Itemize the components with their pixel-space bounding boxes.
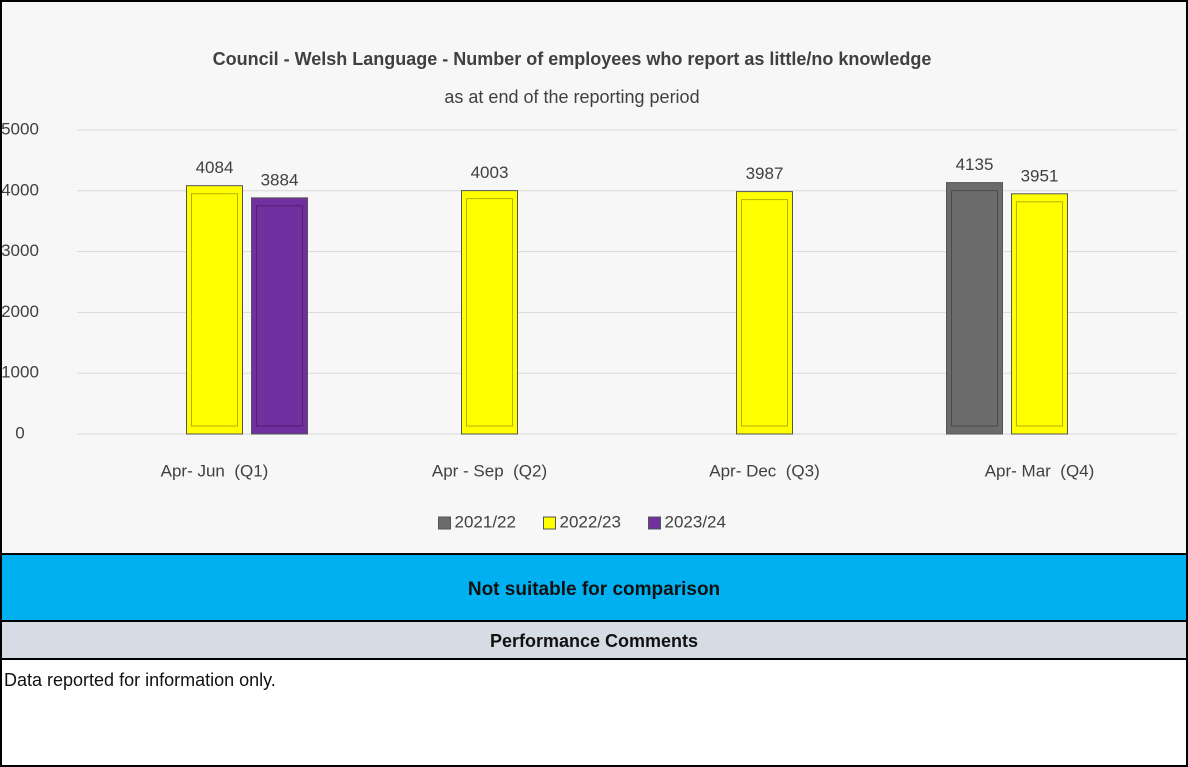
bar-bevel (256, 205, 303, 427)
chart-subtitle: as at end of the reporting period (444, 87, 699, 107)
legend-label: 2022/23 (560, 512, 621, 531)
bar (251, 197, 308, 435)
bar (946, 182, 1003, 435)
chart: Council - Welsh Language - Number of emp… (2, 2, 1186, 553)
data-label: 4003 (471, 163, 509, 182)
bar (1011, 193, 1068, 435)
comments-header: Performance Comments (2, 622, 1186, 660)
bar-bevel (191, 193, 238, 427)
data-label: 4135 (956, 155, 994, 174)
bar (736, 191, 793, 435)
y-tick-label: 5000 (2, 119, 39, 138)
legend-swatch (543, 516, 556, 530)
x-tick-label: Apr- Mar (Q4) (985, 461, 1095, 480)
comment: Data reported for information only. (4, 670, 276, 690)
bar-bevel (741, 199, 788, 427)
data-label: 4084 (196, 158, 234, 177)
chart-title: Council - Welsh Language - Number of emp… (213, 49, 932, 69)
legend-label: 2023/24 (665, 512, 726, 531)
data-label: 3884 (261, 170, 299, 189)
x-tick-label: Apr - Sep (Q2) (432, 461, 547, 480)
bar (186, 185, 243, 435)
bar (461, 190, 518, 435)
y-tick-label: 3000 (2, 241, 39, 260)
bar-bevel (951, 190, 998, 427)
bar-bevel (1016, 201, 1063, 427)
x-tick-label: Apr- Dec (Q3) (709, 461, 820, 480)
data-label: 3951 (1021, 166, 1059, 185)
y-tick-label: 1000 (2, 363, 39, 382)
banner: Not suitable for comparison (2, 553, 1186, 622)
legend-swatch (648, 516, 661, 530)
legend-swatch (438, 516, 451, 530)
y-tick-label: 2000 (2, 302, 39, 321)
legend-label: 2021/22 (455, 512, 516, 531)
x-tick-label: Apr- Jun (Q1) (161, 461, 269, 480)
bar-bevel (466, 198, 513, 427)
data-label: 3987 (746, 164, 784, 183)
y-tick-label: 0 (15, 423, 24, 442)
y-tick-label: 4000 (2, 180, 39, 199)
